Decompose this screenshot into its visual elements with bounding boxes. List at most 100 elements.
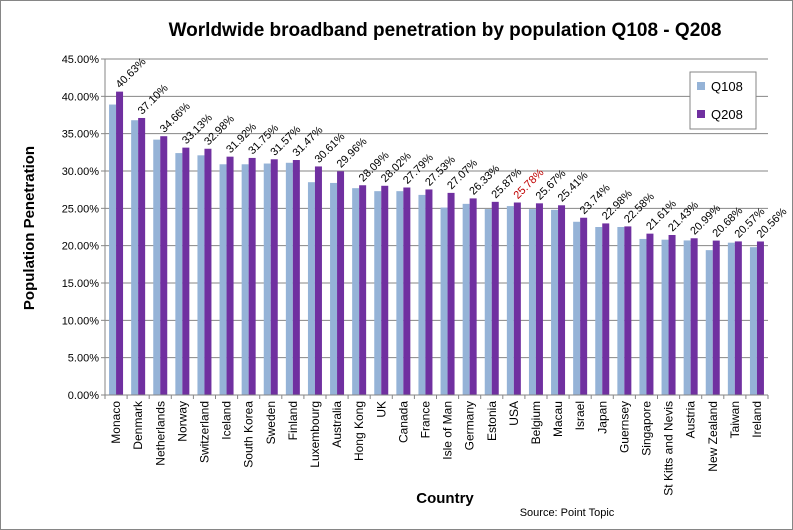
bar-q108 <box>352 188 360 395</box>
bar-q108 <box>595 227 603 395</box>
bar-q208 <box>535 203 543 395</box>
legend-box <box>689 71 757 130</box>
bar-q108 <box>661 239 669 395</box>
axes <box>104 59 768 396</box>
bar-q108 <box>462 203 470 395</box>
y-tick-label: 25.00% <box>62 203 100 215</box>
y-tick-label: 0.00% <box>68 390 99 402</box>
x-tick-label: Finland <box>286 401 300 440</box>
bar-q108 <box>639 238 647 395</box>
x-tick-label: Belgium <box>529 401 543 444</box>
bar-q208 <box>204 148 212 395</box>
x-tick-label: Isle of Man <box>441 401 455 460</box>
legend-label-q208: Q208 <box>711 107 743 122</box>
bar-q208 <box>160 136 168 396</box>
x-tick-label: Singapore <box>639 401 653 456</box>
bar-q208 <box>756 241 764 395</box>
bar-q208 <box>425 189 433 395</box>
x-tick-label: Iceland <box>220 401 234 440</box>
legend-label-q108: Q108 <box>711 79 743 94</box>
bar-q208 <box>116 91 124 395</box>
bar-q208 <box>248 157 256 395</box>
y-tick-label: 5.00% <box>68 353 99 365</box>
bar-q108 <box>440 207 448 395</box>
bar-q208 <box>602 223 610 395</box>
y-tick-label: 40.00% <box>62 91 100 103</box>
y-tick-label: 30.00% <box>62 166 100 178</box>
x-tick-label: South Korea <box>242 401 256 468</box>
bar-q108 <box>307 182 315 395</box>
bar-q108 <box>197 155 205 395</box>
x-tick-label: USA <box>507 401 521 426</box>
legend-swatch-q208 <box>697 110 705 118</box>
bar-q208 <box>712 240 720 395</box>
bar-q108 <box>175 153 183 395</box>
x-tick-label: Switzerland <box>197 401 211 463</box>
x-tick-label: UK <box>374 401 388 418</box>
bar-q108 <box>131 120 139 395</box>
bar-q108 <box>749 247 757 395</box>
y-tick-label: 20.00% <box>62 241 100 253</box>
bar-q108 <box>109 104 117 396</box>
bar-q208 <box>292 160 300 395</box>
x-tick-label: Denmark <box>131 400 145 450</box>
bar-q208 <box>558 205 566 395</box>
x-tick-label: France <box>418 401 432 439</box>
bar-q208 <box>226 156 234 395</box>
bar-q108 <box>484 209 492 395</box>
x-tick-label: Macau <box>551 401 565 437</box>
y-tick-labels: 0.00% 5.00% 10.00% 15.00% 20.00% 25.00% 30.00%… <box>62 54 100 402</box>
bar-q108 <box>506 206 514 395</box>
bar-q208 <box>381 185 389 395</box>
bar-q108 <box>330 182 338 395</box>
x-tick-label: St Kitts and Nevis <box>662 401 676 496</box>
bar-q208 <box>270 159 278 395</box>
x-tick-label: Israel <box>573 401 587 430</box>
bar-q108 <box>617 227 625 395</box>
x-tick-label: Hong Kong <box>352 401 366 461</box>
bar-q208 <box>469 198 477 395</box>
bar-q108 <box>263 163 271 395</box>
y-tick-label: 35.00% <box>62 129 100 141</box>
bar-q208 <box>646 233 654 395</box>
source-note: Source: Point Topic <box>520 507 615 519</box>
x-tick-label: Luxembourg <box>308 401 322 468</box>
bar-q208 <box>138 117 146 395</box>
bar-q108 <box>727 242 735 395</box>
x-tick-label: Canada <box>396 401 410 443</box>
bar-q208 <box>690 238 698 395</box>
x-axis-title: Country <box>416 490 474 507</box>
x-tick-label: Estonia <box>485 401 499 441</box>
bar-q108 <box>705 250 713 395</box>
y-tick-label: 45.00% <box>62 54 100 66</box>
data-label: 37.10% <box>136 82 171 117</box>
bar-q208 <box>513 202 521 395</box>
bar-q108 <box>551 209 559 395</box>
x-tick-labels: Monaco Denmark Netherlands Norway Switzerlan… <box>109 400 764 496</box>
x-tick-label: Ireland <box>750 401 764 438</box>
x-tick-label: Netherlands <box>153 401 167 466</box>
bar-q108 <box>683 240 691 395</box>
bar-q108 <box>396 191 404 395</box>
x-tick-label: New Zealand <box>706 401 720 472</box>
data-label: 40.63% <box>114 56 149 91</box>
bar-q108 <box>153 139 161 395</box>
bar-q208 <box>403 187 411 395</box>
x-tick-label: Australia <box>330 401 344 448</box>
bar-q108 <box>573 221 581 395</box>
bar-q108 <box>219 164 227 395</box>
bar-q108 <box>528 209 536 395</box>
x-tick-label: Guernsey <box>617 401 631 453</box>
gridlines <box>101 58 768 396</box>
y-tick-label: 10.00% <box>62 315 100 327</box>
y-axis-title: Population Penetration <box>21 146 38 310</box>
bar-q208 <box>580 217 588 395</box>
bar-q208 <box>734 241 742 395</box>
chart-title: Worldwide broadband penetration by popul… <box>169 20 722 41</box>
x-tick-label: Monaco <box>109 401 123 444</box>
bar-q208 <box>668 234 676 395</box>
x-tick-label: Taiwan <box>728 401 742 438</box>
x-tick-label: Sweden <box>264 401 278 444</box>
bar-q208 <box>359 185 367 395</box>
